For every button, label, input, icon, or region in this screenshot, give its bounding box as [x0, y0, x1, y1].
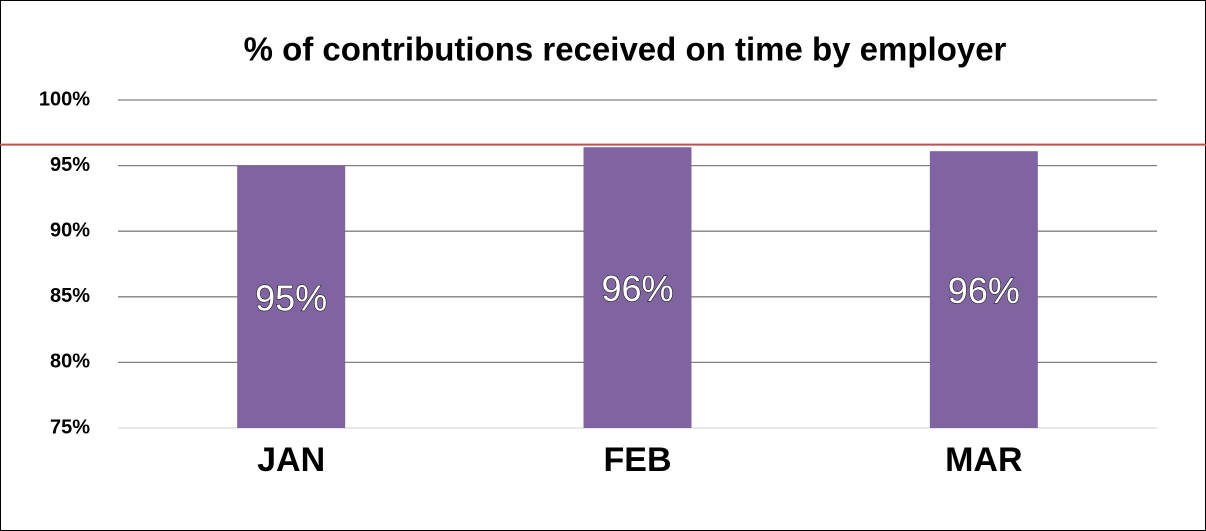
y-tick-label: 80% [50, 351, 90, 373]
x-tick-label: FEB [604, 441, 672, 479]
bar [237, 165, 346, 428]
y-tick-label: 100% [39, 88, 90, 110]
chart-title: % of contributions received on time by e… [244, 31, 1007, 68]
data-label: 95% [255, 277, 327, 318]
data-label: 96% [601, 268, 673, 309]
data-label: 96% [948, 270, 1020, 311]
y-tick-label: 90% [50, 219, 90, 241]
bar [583, 147, 692, 428]
x-tick-label: MAR [945, 441, 1022, 479]
x-tick-label: JAN [257, 441, 325, 479]
y-tick-label: 75% [50, 416, 90, 438]
bar [929, 151, 1038, 428]
y-tick-label: 95% [50, 154, 90, 176]
y-tick-label: 85% [50, 285, 90, 307]
